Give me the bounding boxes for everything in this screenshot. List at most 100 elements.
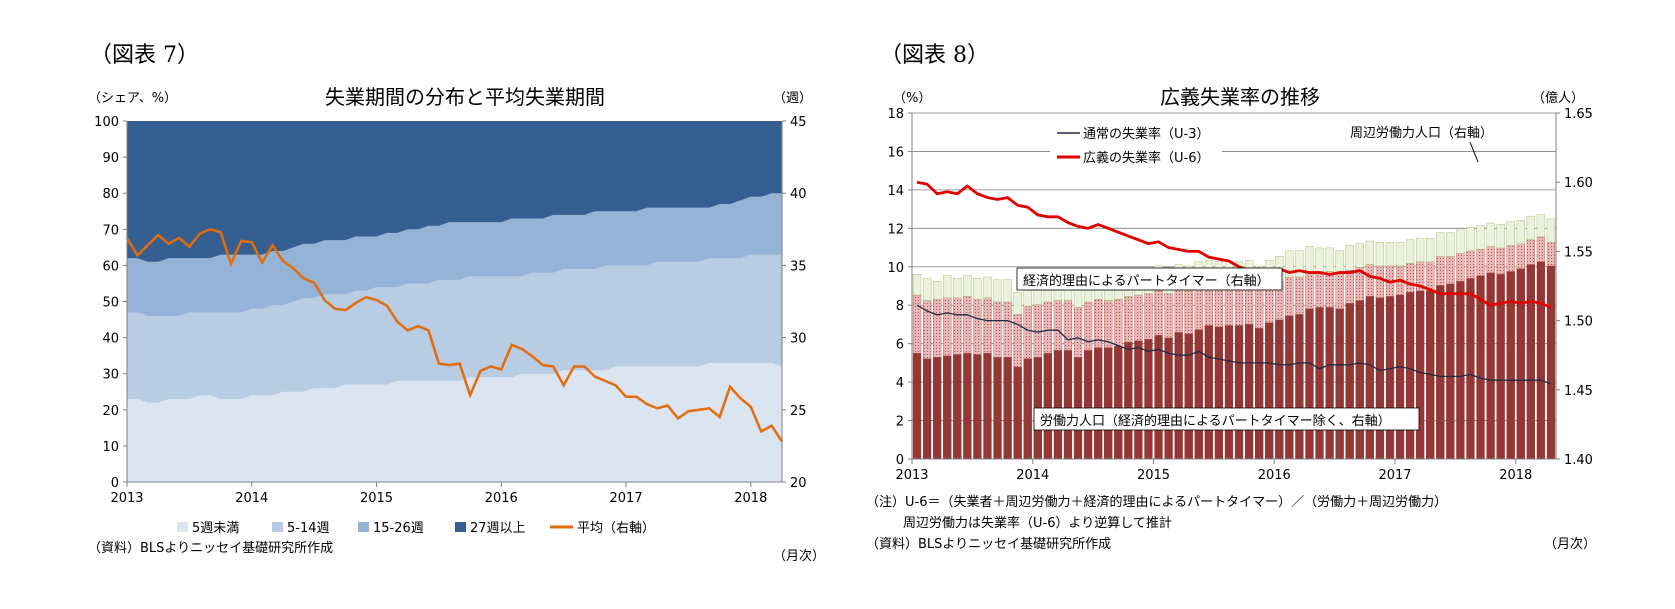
y-tick-label-left: 70 [102,223,119,238]
bar-segment-0 [1536,261,1546,460]
bar-segment-0 [1486,272,1495,460]
y-tick-label-right: 40 [790,187,807,202]
bar-segment-0 [1013,366,1022,460]
bar-segment-1 [1446,256,1455,285]
annotation-leader [1469,141,1479,163]
chart7-title: 失業期間の分布と平均失業期間 [325,85,605,109]
x-tick-label: 2016 [1258,468,1291,483]
bar-segment-1 [1305,272,1314,310]
bar-segment-2 [1295,250,1304,278]
chart7-plot-area [125,121,784,482]
chart8-left-axis-title: （%） [893,91,931,106]
bar-segment-1 [1405,262,1415,293]
bar-segment-0 [933,357,942,460]
bar-segment-0 [1224,325,1234,460]
y-tick-label-left: 2 [896,415,904,430]
y-tick-label-left: 40 [102,332,119,347]
figure-8-note-1: （注）U-6＝（失業者＋周辺労働力＋経済的理由によるパートタイマー）／（労働力＋… [866,494,1447,510]
legend-swatch-5to14 [272,522,283,532]
legend-label-u3: 通常の失業率（U-3） [1083,126,1209,142]
bar-segment-0 [1305,308,1314,460]
bar-segment-0 [1023,358,1032,460]
bar-segment-1 [1003,301,1012,358]
bar-segment-2 [963,275,972,297]
y-tick-label-right: 1.45 [1564,384,1593,399]
bar-segment-2 [1496,224,1505,249]
x-tick-label: 2014 [235,491,268,506]
bar-segment-0 [1124,341,1133,460]
bar-segment-2 [1395,242,1405,267]
bar-segment-1 [1224,285,1234,326]
bar-segment-0 [1255,328,1264,460]
bar-segment-1 [1043,301,1052,354]
bar-segment-1 [1456,253,1465,282]
x-tick-label: 2013 [110,491,143,506]
figure-7: （図表 7） （シェア、%） 失業期間の分布と平均失業期間 （週） 0 10 20 3… [88,43,825,564]
bar-segment-0 [1476,275,1485,460]
bar-segment-2 [943,275,952,298]
bar-segment-1 [963,296,972,354]
bar-segment-0 [1164,337,1173,460]
bar-segment-0 [1194,329,1203,460]
figure-7-source: （資料）BLSよりニッセイ基礎研究所作成 [88,541,333,556]
bar-segment-2 [1446,232,1455,257]
bar-segment-1 [1255,289,1264,329]
bar-segment-0 [1516,268,1525,460]
legend-swatch-15to26 [358,522,369,532]
x-tick-label: 2014 [1016,468,1049,483]
bar-segment-0 [1416,290,1425,460]
bar-segment-2 [1426,238,1435,262]
chart8-annotation-parttime: 経済的理由によるパートタイマー（右軸） [1016,267,1283,291]
y-tick-label-left: 0 [896,453,904,468]
legend-label-5to14: 5-14週 [287,521,330,536]
y-tick-label-right: 1.60 [1564,176,1593,191]
figure-7-xunit: （月次） [773,548,825,564]
bar-segment-2 [1476,225,1485,250]
x-tick-label: 2018 [734,491,767,506]
y-tick-label-left: 12 [887,222,904,237]
bar-segment-0 [1275,319,1284,460]
y-tick-label-right: 20 [790,476,807,491]
bar-segment-2 [973,278,982,300]
bar-segment-0 [922,358,932,460]
bar-segment-2 [1506,221,1515,246]
y-tick-label-left: 6 [896,338,904,353]
y-tick-label-left: 20 [102,404,119,419]
bar-segment-1 [1073,307,1083,358]
bar-segment-2 [953,278,962,298]
x-tick-label: 2015 [360,491,393,506]
bar-segment-0 [1375,297,1385,460]
bar-segment-0 [1546,265,1556,460]
bar-segment-2 [1456,229,1465,254]
bar-segment-2 [1385,242,1395,267]
bar-segment-2 [1516,220,1525,244]
legend-label-15to26: 15-26週 [373,521,424,536]
y-tick-label-right: 45 [790,115,807,130]
figure-8-source: （資料）BLSよりニッセイ基礎研究所作成 [866,537,1111,552]
bar-segment-1 [1295,276,1304,315]
y-tick-label-left: 18 [887,107,904,122]
bar-segment-1 [1194,286,1203,330]
area-series-0 [127,362,782,482]
y-tick-label-left: 0 [111,476,119,491]
bar-segment-1 [1063,300,1073,351]
bar-segment-0 [1063,350,1073,460]
figure-7-label: （図表 7） [90,43,199,68]
bar-segment-0 [1184,333,1193,460]
bar-segment-1 [1164,293,1173,339]
bar-segment-1 [1365,264,1374,297]
bar-segment-1 [1214,285,1224,328]
bar-segment-0 [1446,283,1455,460]
bar-segment-2 [1375,242,1385,267]
bar-segment-2 [1416,238,1425,262]
bar-segment-2 [993,279,1002,303]
bar-segment-1 [1536,236,1546,262]
bar-segment-1 [1325,271,1334,308]
y-tick-label-right: 30 [790,332,807,347]
chart7-axes: 0 10 20 30 40 50 60 70 80 90 100 20 25 30 35 40 45 2013 20… [94,115,806,506]
bar-segment-2 [1325,247,1334,272]
bar-segment-0 [1244,323,1254,460]
y-tick-label-right: 25 [790,404,807,419]
bar-segment-0 [1144,339,1153,460]
x-tick-label: 2017 [1378,468,1411,483]
